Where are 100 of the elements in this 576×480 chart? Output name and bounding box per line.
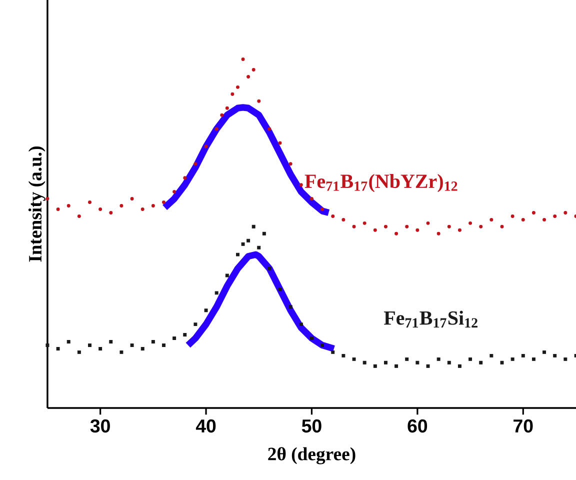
point bbox=[521, 218, 525, 222]
point bbox=[162, 343, 166, 347]
point bbox=[394, 232, 398, 236]
point bbox=[262, 232, 266, 236]
point bbox=[120, 204, 124, 208]
point bbox=[225, 274, 229, 278]
point bbox=[241, 58, 245, 62]
point bbox=[299, 183, 303, 187]
point bbox=[532, 357, 536, 361]
point bbox=[362, 360, 366, 364]
point bbox=[241, 242, 245, 246]
y-axis-title: Intensity (a.u.) bbox=[28, 146, 46, 262]
point bbox=[246, 238, 250, 242]
point bbox=[109, 210, 113, 214]
point bbox=[436, 232, 440, 236]
point bbox=[257, 246, 261, 250]
point bbox=[46, 197, 50, 201]
point bbox=[342, 354, 346, 358]
point bbox=[510, 214, 514, 218]
point bbox=[405, 357, 409, 361]
point bbox=[500, 360, 504, 364]
point bbox=[310, 336, 314, 340]
x-tick-label: 40 bbox=[196, 419, 216, 433]
point bbox=[204, 308, 208, 312]
point bbox=[352, 224, 356, 228]
point bbox=[88, 200, 92, 204]
x-tick-label: 60 bbox=[408, 419, 428, 433]
point bbox=[564, 210, 568, 214]
point bbox=[56, 207, 60, 211]
point bbox=[98, 207, 102, 211]
point bbox=[331, 350, 335, 354]
point bbox=[416, 360, 420, 364]
x-tick-label: 70 bbox=[514, 419, 533, 433]
point bbox=[183, 176, 187, 180]
point bbox=[288, 305, 292, 309]
point bbox=[373, 228, 377, 232]
point bbox=[362, 221, 366, 225]
point bbox=[66, 204, 70, 208]
point bbox=[252, 224, 256, 228]
point bbox=[490, 354, 494, 358]
point bbox=[220, 113, 224, 117]
point bbox=[151, 204, 155, 208]
point bbox=[278, 141, 282, 145]
point bbox=[183, 333, 187, 337]
point bbox=[214, 127, 218, 131]
point bbox=[447, 360, 451, 364]
point bbox=[151, 340, 155, 344]
point bbox=[532, 210, 536, 214]
point bbox=[553, 214, 557, 218]
point bbox=[521, 354, 525, 358]
point bbox=[510, 357, 514, 361]
point bbox=[77, 350, 81, 354]
point bbox=[542, 350, 546, 354]
point bbox=[204, 144, 208, 148]
series-label: Fe$_{71}$B$_{17}$(NbYZr)$_{12}$ bbox=[304, 174, 458, 192]
point bbox=[288, 162, 292, 166]
x-tick-label: 30 bbox=[90, 419, 110, 433]
point bbox=[172, 190, 176, 194]
point bbox=[214, 291, 218, 295]
point bbox=[394, 364, 398, 368]
point bbox=[342, 218, 346, 222]
point bbox=[447, 224, 451, 228]
point bbox=[479, 360, 483, 364]
point bbox=[320, 207, 324, 211]
point bbox=[426, 221, 430, 225]
point bbox=[436, 357, 440, 361]
point bbox=[140, 207, 144, 211]
point bbox=[230, 92, 234, 96]
point bbox=[299, 322, 303, 326]
point bbox=[162, 200, 166, 204]
point bbox=[416, 228, 420, 232]
point bbox=[268, 266, 272, 270]
point bbox=[490, 218, 494, 222]
point bbox=[352, 357, 356, 361]
point bbox=[553, 354, 557, 358]
point bbox=[130, 197, 134, 201]
point bbox=[109, 340, 113, 344]
point bbox=[331, 214, 335, 218]
point bbox=[405, 224, 409, 228]
point bbox=[468, 357, 472, 361]
point bbox=[236, 85, 240, 89]
point bbox=[252, 68, 256, 72]
point bbox=[98, 346, 102, 350]
series-label: Fe$_{71}$B$_{17}$Si$_{12}$ bbox=[384, 310, 478, 328]
point bbox=[56, 346, 60, 350]
point bbox=[468, 221, 472, 225]
point bbox=[88, 343, 92, 347]
point bbox=[225, 106, 229, 110]
point bbox=[278, 288, 282, 292]
point bbox=[564, 357, 568, 361]
point bbox=[140, 346, 144, 350]
point bbox=[542, 218, 546, 222]
point bbox=[310, 197, 314, 201]
point bbox=[172, 336, 176, 340]
point bbox=[46, 343, 50, 347]
point bbox=[236, 252, 240, 256]
point bbox=[458, 364, 462, 368]
point bbox=[77, 214, 81, 218]
point bbox=[426, 364, 430, 368]
point bbox=[194, 162, 198, 166]
